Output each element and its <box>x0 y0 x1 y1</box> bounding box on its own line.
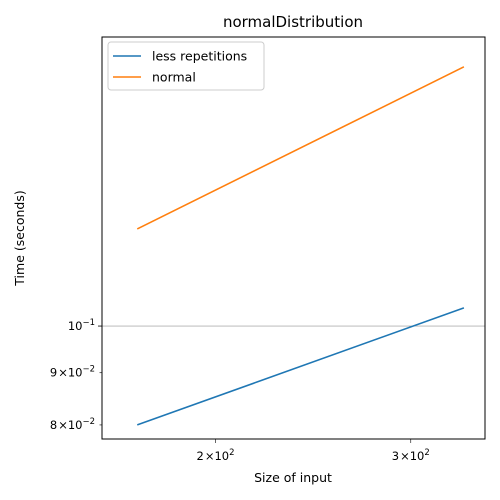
x-axis-label: Size of input <box>254 470 332 485</box>
y-axis: 10−1 9×10−2 8×10−2 <box>50 318 102 432</box>
x-tick-label-0: 2×102 <box>196 448 234 463</box>
chart-title: normalDistribution <box>223 13 363 31</box>
legend-box <box>107 41 265 91</box>
legend-label-0: less repetitions <box>152 49 247 64</box>
x-tick-label-1: 3×102 <box>392 448 430 463</box>
y-tick-label-0: 10−1 <box>68 318 95 333</box>
x-axis: 2×102 3×102 <box>196 439 430 463</box>
series-line-less-repetitions <box>136 307 465 426</box>
plot-area <box>102 37 485 439</box>
series-line-normal <box>136 66 465 230</box>
y-tick-label-2: 8×10−2 <box>50 417 95 432</box>
legend-label-1: normal <box>152 70 196 85</box>
plot-frame <box>101 36 486 440</box>
legend: less repetitions normal <box>107 41 265 91</box>
series-layer <box>136 66 465 426</box>
legend-entries: less repetitions normal <box>113 49 247 85</box>
y-tick-label-1: 9×10−2 <box>50 365 95 380</box>
y-axis-label: Time (seconds) <box>12 190 27 286</box>
